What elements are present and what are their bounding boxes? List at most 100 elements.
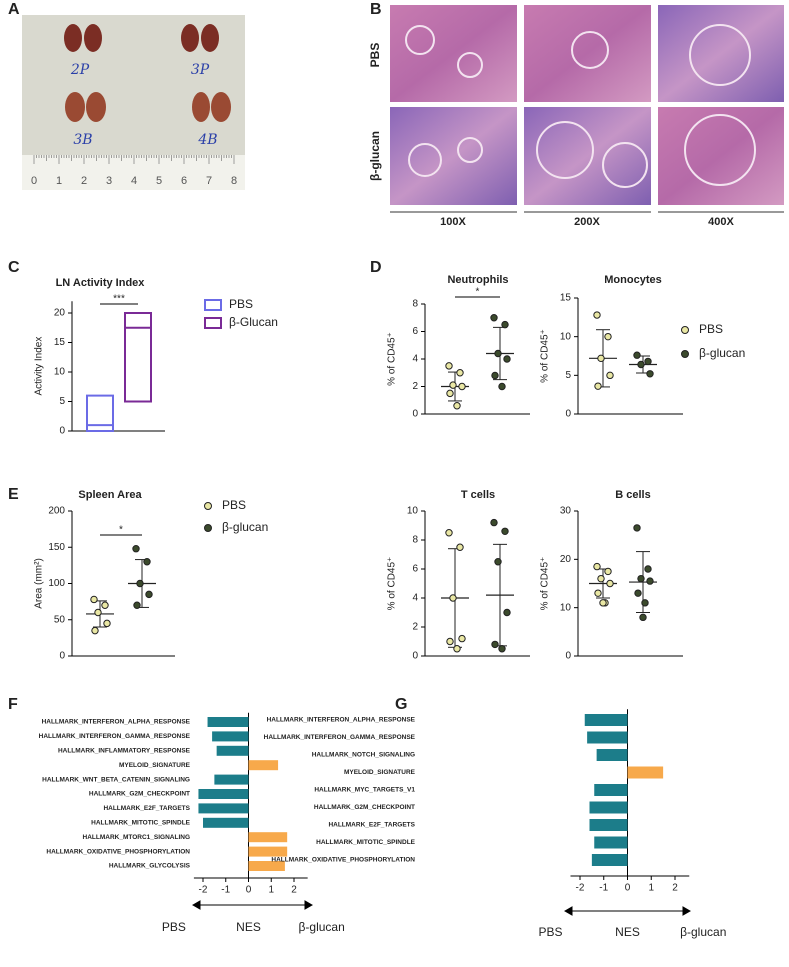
y-tick-label: 200	[48, 506, 65, 517]
x-axis-label: NES	[236, 920, 261, 934]
legend-swatch	[204, 317, 222, 329]
data-point	[606, 371, 614, 380]
micrograph	[390, 5, 517, 102]
direction-label: PBS	[538, 925, 562, 939]
legend-label: PBS	[222, 498, 246, 512]
legend-label: β-Glucan	[229, 315, 278, 329]
data-point	[597, 354, 605, 363]
y-tick-label: 4	[412, 593, 418, 604]
x-tick-label: 0	[625, 883, 631, 894]
panel-letter: G	[395, 696, 407, 713]
bar	[594, 784, 628, 796]
ruler-label: 0	[31, 175, 37, 187]
range-bar	[86, 394, 114, 433]
category-label: HALLMARK_G2M_CHECKPOINT	[89, 791, 190, 798]
y-tick-label: 2	[412, 622, 418, 633]
category-label: HALLMARK_OXIDATIVE_PHOSPHORYLATION	[46, 848, 190, 855]
data-point	[637, 574, 645, 583]
y-tick-label: 8	[412, 535, 418, 546]
column-label: 400X	[708, 216, 734, 228]
y-tick-label: 10	[560, 331, 572, 342]
legend-marker	[204, 502, 212, 510]
y-tick-label: 15	[560, 293, 572, 304]
ruler-label: 3	[106, 175, 112, 187]
y-tick-label: 10	[560, 602, 572, 613]
data-point	[456, 369, 464, 377]
y-tick-label: 20	[54, 308, 66, 319]
panel-letter: D	[370, 259, 382, 276]
data-point	[634, 589, 642, 597]
data-point	[644, 357, 652, 366]
micrograph	[390, 107, 517, 205]
micrograph	[524, 5, 651, 102]
y-tick-label: 0	[59, 426, 65, 437]
data-point	[491, 371, 499, 380]
micrograph	[658, 5, 784, 102]
column-label: 100X	[440, 216, 466, 228]
y-tick-label: 5	[565, 370, 571, 381]
y-tick-label: 0	[59, 651, 65, 662]
bar	[248, 846, 288, 857]
category-label: HALLMARK_INTERFERON_GAMMA_RESPONSE	[264, 734, 416, 741]
y-tick-label: 0	[412, 409, 418, 420]
category-label: HALLMARK_E2F_TARGETS	[328, 822, 415, 829]
data-point	[453, 645, 461, 653]
y-tick-label: 2	[412, 381, 418, 392]
y-axis-label: % of CD45⁺	[387, 557, 398, 611]
ruler-label: 1	[56, 175, 62, 187]
y-tick-label: 15	[54, 337, 66, 348]
data-point	[641, 599, 649, 607]
ruler-label: 2	[81, 175, 87, 187]
ruler-label: 6	[181, 175, 187, 187]
ruler-label: 8	[231, 175, 237, 187]
data-point	[646, 370, 654, 378]
direction-label: β-glucan	[680, 925, 726, 939]
significance-label: ***	[113, 294, 125, 305]
row-label: PBS	[368, 43, 382, 68]
y-axis-label: Activity Index	[34, 337, 45, 396]
bar	[584, 714, 628, 726]
category-label: HALLMARK_NOTCH_SIGNALING	[312, 752, 415, 759]
legend-marker	[681, 350, 689, 358]
x-tick-label: 1	[648, 883, 654, 894]
data-point	[599, 599, 607, 607]
category-label: HALLMARK_GLYCOLYSIS	[109, 863, 191, 870]
data-point	[593, 562, 601, 571]
category-label: HALLMARK_MITOTIC_SPINDLE	[316, 839, 415, 846]
data-point	[490, 314, 498, 322]
data-point	[594, 589, 602, 597]
sample-label: 3P	[191, 62, 210, 78]
significance-label: *	[476, 287, 480, 298]
chart-title: B cells	[615, 489, 650, 501]
y-tick-label: 8	[412, 299, 418, 310]
bar	[207, 717, 249, 727]
sample-label: 4B	[197, 132, 217, 148]
kidneys	[64, 24, 231, 122]
category-label: HALLMARK_E2F_TARGETS	[103, 805, 190, 812]
data-point	[491, 640, 499, 649]
sample-label: 2P	[70, 62, 90, 78]
direction-label: β-glucan	[299, 920, 345, 934]
data-point	[604, 567, 612, 576]
category-label: HALLMARK_INTERFERON_GAMMA_RESPONSE	[39, 733, 191, 740]
data-point	[494, 558, 502, 566]
significance-label: *	[119, 525, 123, 536]
legend-label: β-glucan	[699, 346, 745, 360]
data-point	[446, 389, 454, 398]
data-point	[458, 634, 466, 643]
y-tick-label: 100	[48, 578, 65, 589]
column-label: 200X	[574, 216, 600, 228]
bar	[596, 749, 628, 761]
data-point	[633, 524, 641, 532]
data-point	[133, 601, 141, 609]
category-label: HALLMARK_OXIDATIVE_PHOSPHORYLATION	[271, 857, 415, 864]
data-point	[639, 613, 647, 622]
micrograph	[658, 107, 784, 205]
y-tick-label: 50	[54, 614, 66, 625]
data-point	[501, 527, 509, 535]
micrograph	[524, 107, 651, 205]
y-tick-label: 4	[412, 354, 418, 365]
y-tick-label: 150	[48, 542, 65, 553]
panel-letter: C	[8, 259, 20, 276]
